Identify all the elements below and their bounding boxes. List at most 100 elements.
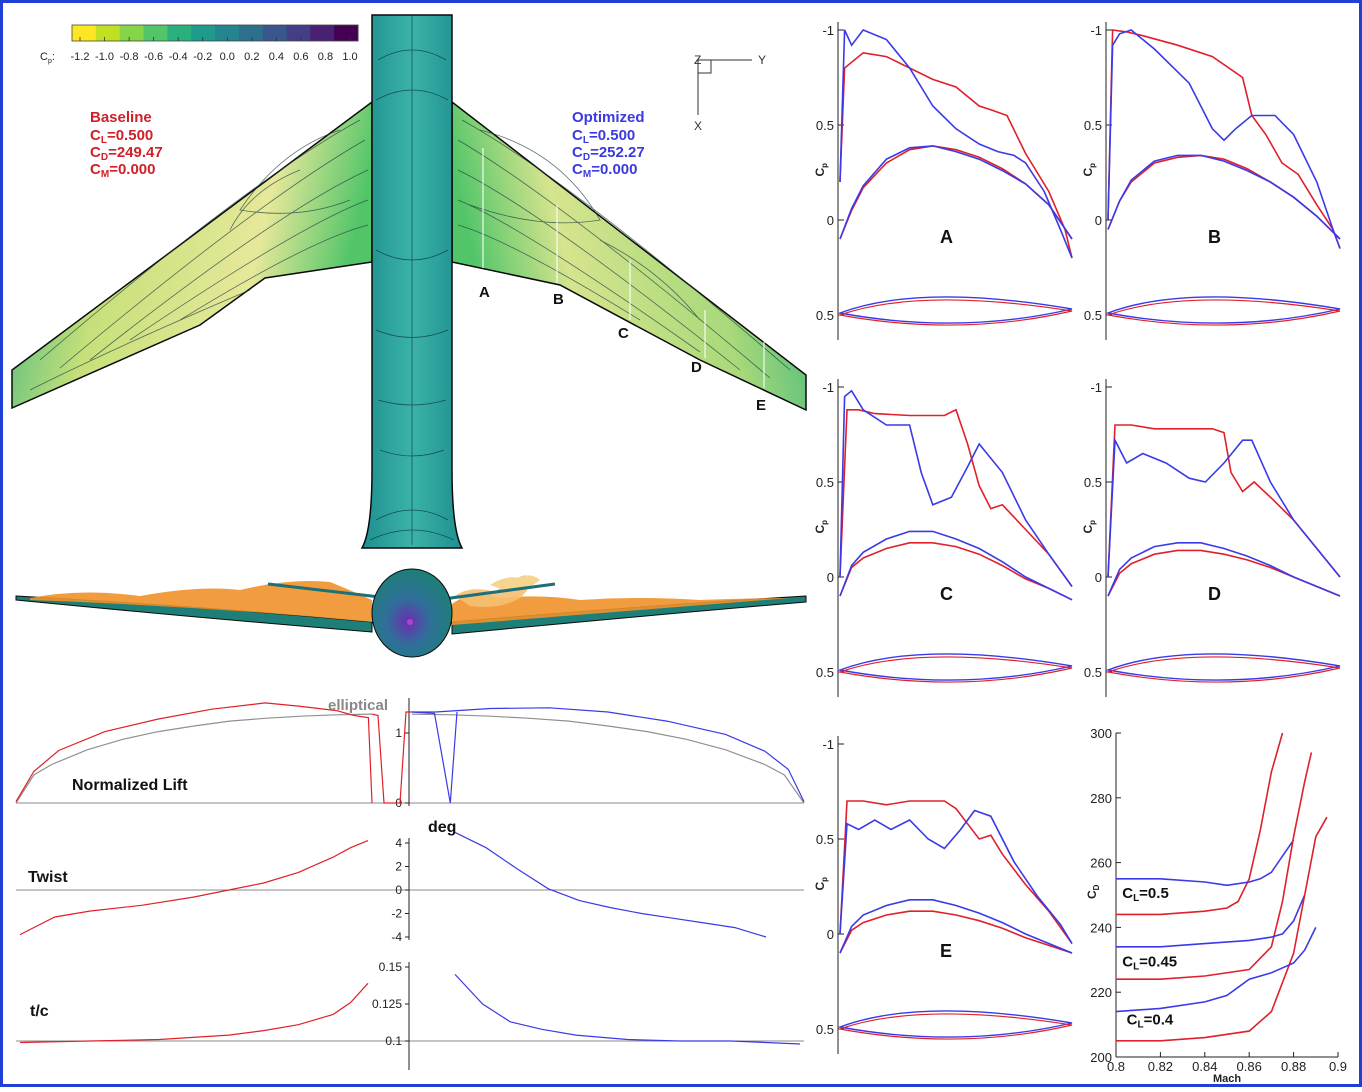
cp-tick-label: 0.5: [816, 665, 834, 680]
colorbar-swatch: [95, 25, 121, 41]
cp-y-label: Cp: [813, 163, 829, 177]
tc-tick-label: 0.125: [372, 997, 402, 1011]
baseline-cl: CL=0.500: [90, 127, 153, 146]
colorbar-tick-label: 0.2: [244, 51, 259, 63]
baseline-cd: CD=249.47: [90, 144, 163, 163]
cd-x-tick-label: 0.84: [1192, 1059, 1217, 1074]
cp-tick-label: 0.5: [1084, 475, 1102, 490]
normalized-lift-title: Normalized Lift: [72, 777, 188, 794]
colorbar-tick-label: 0.8: [318, 51, 333, 63]
cp-tick-label: 0.5: [1084, 118, 1102, 133]
cp-tick-label: 0.5: [816, 832, 834, 847]
cp-y-label-sub: p: [1088, 163, 1097, 168]
lift-optimized-root: [411, 711, 458, 804]
tc-optimized-line: [454, 973, 801, 1045]
elliptical-line-left: [15, 713, 373, 804]
optimized-title: Optimized: [572, 109, 645, 126]
cd-annotation-sub: L: [1138, 1020, 1144, 1031]
lift-baseline-root: [371, 711, 412, 804]
cd-series-line: [1115, 927, 1317, 1013]
wing-planform: [11, 14, 807, 549]
cp-baseline-upper: [1107, 29, 1341, 249]
colorbar-tick-label: -1.2: [71, 51, 90, 63]
front-view: [15, 568, 807, 658]
cp-y-label-sub: p: [820, 163, 829, 168]
left-wing-contours: [29, 119, 369, 391]
cd-x-tick-label: 0.8: [1107, 1059, 1125, 1074]
colorbar-tick-label: -0.4: [169, 51, 188, 63]
colorbar-swatch: [143, 25, 168, 41]
twist-tick-label: 2: [395, 860, 402, 874]
right-wing-contours: [457, 119, 791, 379]
airfoil-baseline: [837, 656, 1073, 683]
cd-series-annotation: CL=0.5: [1122, 885, 1169, 904]
cd-annotation-tail: =0.5: [1139, 885, 1169, 902]
optimized-cd: CD=252.27: [572, 144, 645, 163]
colorbar-swatch: [238, 25, 264, 41]
colorbar-tick-label: 1.0: [342, 51, 357, 63]
twist-tick-label: -2: [391, 907, 402, 921]
cp-panel-e: -1 0.5 0 0.5 Cp E: [813, 736, 1073, 1054]
colorbar-swatch: [286, 25, 311, 41]
cp-optimized-lower: [839, 898, 1073, 954]
cp-baseline-upper: [839, 800, 1073, 944]
cp-panel-a: -1 0.5 0 0.5 Cp A: [813, 22, 1073, 340]
colorbar-tick-label: -0.6: [144, 51, 163, 63]
cp-panel-label: A: [940, 227, 953, 247]
elliptical-line-right: [411, 713, 805, 804]
cd-y-tick-label: 220: [1090, 985, 1112, 1000]
cp-panels: -1 0.5 0 0.5 Cp A -1 0.5 0 0.5 Cp B -1 0.5 0 0.5 Cp C -1 0.…: [813, 22, 1341, 1054]
cp-baseline-upper: [839, 51, 1073, 259]
airfoil-optimized: [837, 653, 1073, 681]
cp-baseline-upper: [839, 408, 1073, 587]
cd-y-tick-label: 200: [1090, 1050, 1112, 1065]
fuselage-contours: [369, 15, 455, 545]
cp-optimized-upper: [1107, 437, 1341, 578]
cd-x-tick-label: 0.82: [1148, 1059, 1173, 1074]
tc-baseline-line: [19, 982, 369, 1044]
cp-optimized-upper: [839, 389, 1073, 587]
twist-optimized-line: [454, 831, 767, 938]
cp-y-label: Cp: [1081, 520, 1097, 534]
cp-tick-label: 0.5: [816, 118, 834, 133]
cp-tick-label: 0.5: [816, 1022, 834, 1037]
cp-panel-label: B: [1208, 227, 1221, 247]
cp-y-label: Cp: [813, 520, 829, 534]
optimized-cm: CM=0.000: [572, 161, 637, 180]
optimized-legend: Optimized CL=0.500 CD=252.27 CM=0.000: [572, 109, 645, 180]
axes-triad: [697, 59, 752, 115]
axis-y-label: Y: [758, 53, 766, 67]
cp-y-label-sub: p: [820, 877, 829, 882]
cp-y-label-sub: p: [1088, 520, 1097, 525]
cp-optimized-upper: [1107, 29, 1341, 249]
colorbar-outline: [71, 24, 359, 42]
cp-tick-label: -1: [822, 737, 834, 752]
cd-series-line: [1116, 816, 1328, 1042]
shock-iso-top: [490, 575, 540, 592]
cd-series-line: [1116, 732, 1284, 916]
colorbar-swatch: [72, 25, 97, 41]
fuselage-cross-section: [371, 568, 453, 658]
lift-optimized-line: [412, 707, 805, 802]
cp-tick-label: 0.5: [816, 308, 834, 323]
cp-baseline-lower: [1107, 154, 1341, 240]
colorbar-tick-label: -1.0: [95, 51, 114, 63]
cd-series-line: [1116, 894, 1306, 948]
cp-tick-label: 0: [827, 213, 834, 228]
section-stations: [482, 148, 765, 388]
colorbar-tick-label: -0.2: [193, 51, 212, 63]
twist-tick-label: 4: [395, 836, 402, 850]
cd-y-tick-label: 300: [1090, 726, 1112, 741]
cd-annotation-tail: =0.45: [1139, 953, 1177, 970]
twist-tick-label: 0: [395, 883, 402, 897]
cp-y-label: Cp: [813, 877, 829, 891]
cp-tick-label: 0.5: [816, 475, 834, 490]
shock-iso-left: [30, 581, 372, 622]
cd-y-label-sub: D: [1092, 884, 1101, 890]
cp-panel-label: D: [1208, 584, 1221, 604]
cd-series-annotation: CL=0.45: [1122, 953, 1177, 972]
airfoil-optimized: [837, 1010, 1073, 1038]
